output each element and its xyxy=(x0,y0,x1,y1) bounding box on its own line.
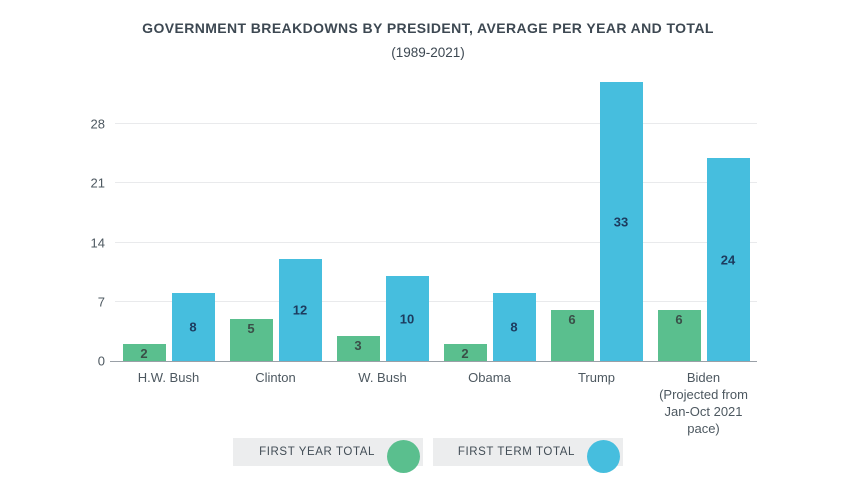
bar-value-label: 8 xyxy=(510,319,518,335)
y-tick-label-28: 28 xyxy=(90,116,105,132)
bar-first-year: 2 xyxy=(122,344,166,361)
x-axis-labels: H.W. Bush Clinton W. Bush Obama Trump Biden (P… xyxy=(115,369,757,437)
x-axis-label-line: Obama xyxy=(468,370,511,385)
bar-first-term: 10 xyxy=(385,276,429,361)
x-axis-label: H.W. Bush xyxy=(115,369,222,437)
x-axis-label: W. Bush xyxy=(329,369,436,437)
plot-area: 2 8 5 12 3 10 2 8 6 33 6 24 0 7 14 21 28 xyxy=(91,76,757,369)
bar-value-label: 2 xyxy=(461,346,469,361)
x-axis-label-line: (Projected from xyxy=(659,387,748,402)
bar-first-year: 3 xyxy=(336,336,380,361)
y-tick-label-0: 0 xyxy=(97,353,105,369)
bar-value-label: 5 xyxy=(247,321,255,336)
gridline-7 xyxy=(115,300,757,302)
bar-first-year: 6 xyxy=(657,310,701,361)
bar-first-year: 2 xyxy=(443,344,487,361)
bar-value-label: 10 xyxy=(399,311,415,326)
gridline-21 xyxy=(115,182,757,184)
bar-groups: 2 8 5 12 3 10 2 8 6 33 6 24 xyxy=(115,76,757,361)
x-axis-label-line: Clinton xyxy=(255,370,296,385)
y-tick-label-7: 7 xyxy=(97,294,105,310)
bar-first-term: 8 xyxy=(492,293,536,361)
bar-value-label: 33 xyxy=(613,214,629,229)
y-tick-label-21: 21 xyxy=(90,175,105,191)
x-axis-label: Trump xyxy=(543,369,650,437)
x-axis-label-line: Trump xyxy=(577,370,616,385)
x-axis-label-line: W. Bush xyxy=(358,370,407,385)
bar-value-label: 12 xyxy=(292,302,308,318)
x-axis-label-line: H.W. Bush xyxy=(137,370,200,385)
x-axis-label: Obama xyxy=(436,369,543,437)
x-axis-label: Biden (Projected from Jan-Oct 2021 pace) xyxy=(650,369,757,437)
bar-first-term: 24 xyxy=(706,158,750,361)
bar-first-year: 5 xyxy=(229,319,273,361)
bar-group: 6 24 xyxy=(650,76,757,361)
bar-group: 5 12 xyxy=(222,76,329,361)
legend-label-first-year: FIRST YEAR TOTAL xyxy=(259,446,375,458)
bar-first-term: 8 xyxy=(171,293,215,361)
bar-group: 6 33 xyxy=(543,76,650,361)
bar-first-term: 12 xyxy=(278,259,322,361)
chart-title: GOVERNMENT BREAKDOWNS BY PRESIDENT, AVER… xyxy=(142,20,714,36)
bar-value-label: 2 xyxy=(140,346,148,361)
legend-item-first-year: FIRST YEAR TOTAL xyxy=(233,438,423,473)
bar-value-label: 3 xyxy=(354,338,362,353)
gridline-28 xyxy=(115,123,757,125)
chart-subtitle: (1989-2021) xyxy=(391,45,465,60)
legend-swatch-first-year-circle xyxy=(387,440,420,473)
x-axis-label-line: Jan-Oct 2021 pace) xyxy=(664,404,743,436)
bar-value-label: 6 xyxy=(568,312,576,327)
legend-label-first-term: FIRST TERM TOTAL xyxy=(457,446,575,458)
bar-value-label: 24 xyxy=(720,252,736,267)
x-axis-line xyxy=(110,361,757,362)
bar-value-label: 6 xyxy=(675,312,683,327)
x-axis-label: Clinton xyxy=(222,369,329,437)
bar-group: 3 10 xyxy=(329,76,436,361)
y-tick-label-14: 14 xyxy=(90,235,105,251)
gridline-14 xyxy=(115,241,757,243)
legend-item-first-term: FIRST TERM TOTAL xyxy=(433,438,623,473)
legend: FIRST YEAR TOTAL FIRST TERM TOTAL xyxy=(0,438,856,473)
x-axis-label-line: Biden xyxy=(686,370,721,385)
bar-first-term: 33 xyxy=(599,82,643,361)
legend-swatch-first-term-circle xyxy=(587,440,620,473)
bar-value-label: 8 xyxy=(189,319,197,335)
bar-first-year: 6 xyxy=(550,310,594,361)
